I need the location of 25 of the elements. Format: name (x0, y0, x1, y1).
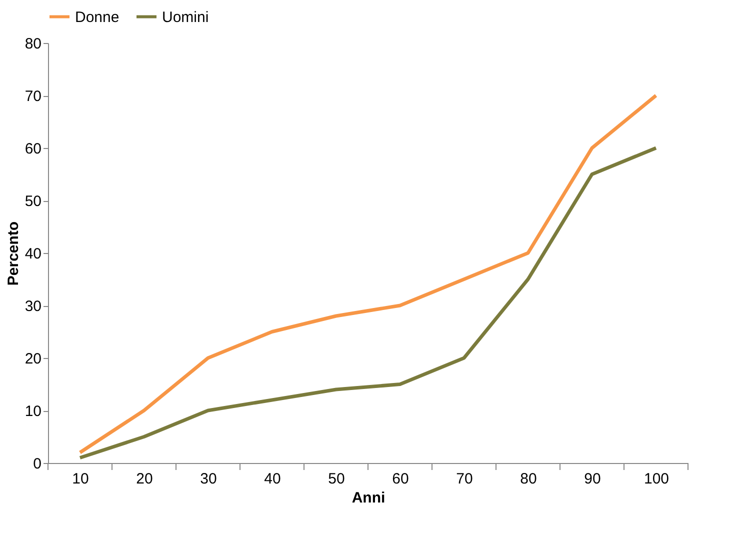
y-tick-label: 10 (24, 403, 42, 420)
y-tick-label: 30 (24, 298, 42, 315)
x-tick-label: 10 (72, 470, 89, 488)
y-tick-label: 0 (33, 456, 42, 472)
y-tick-label: 50 (24, 193, 42, 210)
line-series (78, 94, 658, 454)
x-axis-title: Anni (352, 490, 386, 506)
x-tick-label: 80 (520, 470, 537, 488)
y-tick-label: 70 (24, 88, 42, 105)
y-axis-title: Percento (4, 221, 22, 286)
y-tick-label: 80 (24, 36, 42, 52)
y-tick-label: 40 (24, 246, 42, 262)
x-tick-label: 40 (264, 470, 281, 488)
line-series (78, 146, 658, 460)
legend-label: Uomini (162, 8, 209, 26)
x-tick-label: 60 (392, 470, 409, 488)
x-tick-label: 100 (644, 470, 670, 488)
y-tick-label: 20 (24, 350, 42, 368)
legend-label: Donne (75, 8, 120, 26)
x-tick-label: 30 (200, 470, 217, 488)
y-tick-label: 60 (24, 140, 42, 158)
x-tick-label: 90 (584, 470, 601, 488)
x-tick-label: 20 (136, 470, 153, 488)
x-tick-label: 50 (328, 470, 345, 488)
x-tick-label: 70 (456, 470, 473, 488)
